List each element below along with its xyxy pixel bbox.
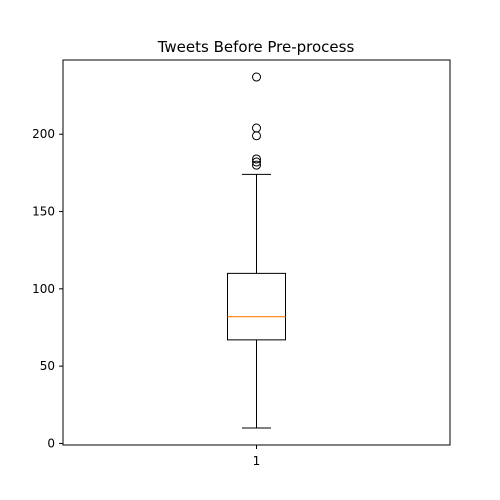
outlier-point <box>252 131 261 141</box>
outlier-point <box>252 154 261 164</box>
y-axis: 0 50 100 150 200 <box>32 127 63 450</box>
x-tick-label: 1 <box>253 454 261 468</box>
outlier-point <box>252 72 261 82</box>
box-series <box>227 72 286 429</box>
y-tick-label: 150 <box>32 205 55 219</box>
outlier-point <box>252 157 261 167</box>
outlier-point <box>252 160 261 170</box>
x-axis: 1 <box>253 445 261 468</box>
y-tick-label: 200 <box>32 127 55 141</box>
chart-title: Tweets Before Pre-process <box>157 38 355 56</box>
outlier-point <box>252 123 261 133</box>
y-tick-label: 0 <box>47 436 55 450</box>
y-tick-label: 50 <box>40 359 55 373</box>
y-tick-label: 100 <box>32 282 55 296</box>
iqr-box <box>227 272 286 341</box>
